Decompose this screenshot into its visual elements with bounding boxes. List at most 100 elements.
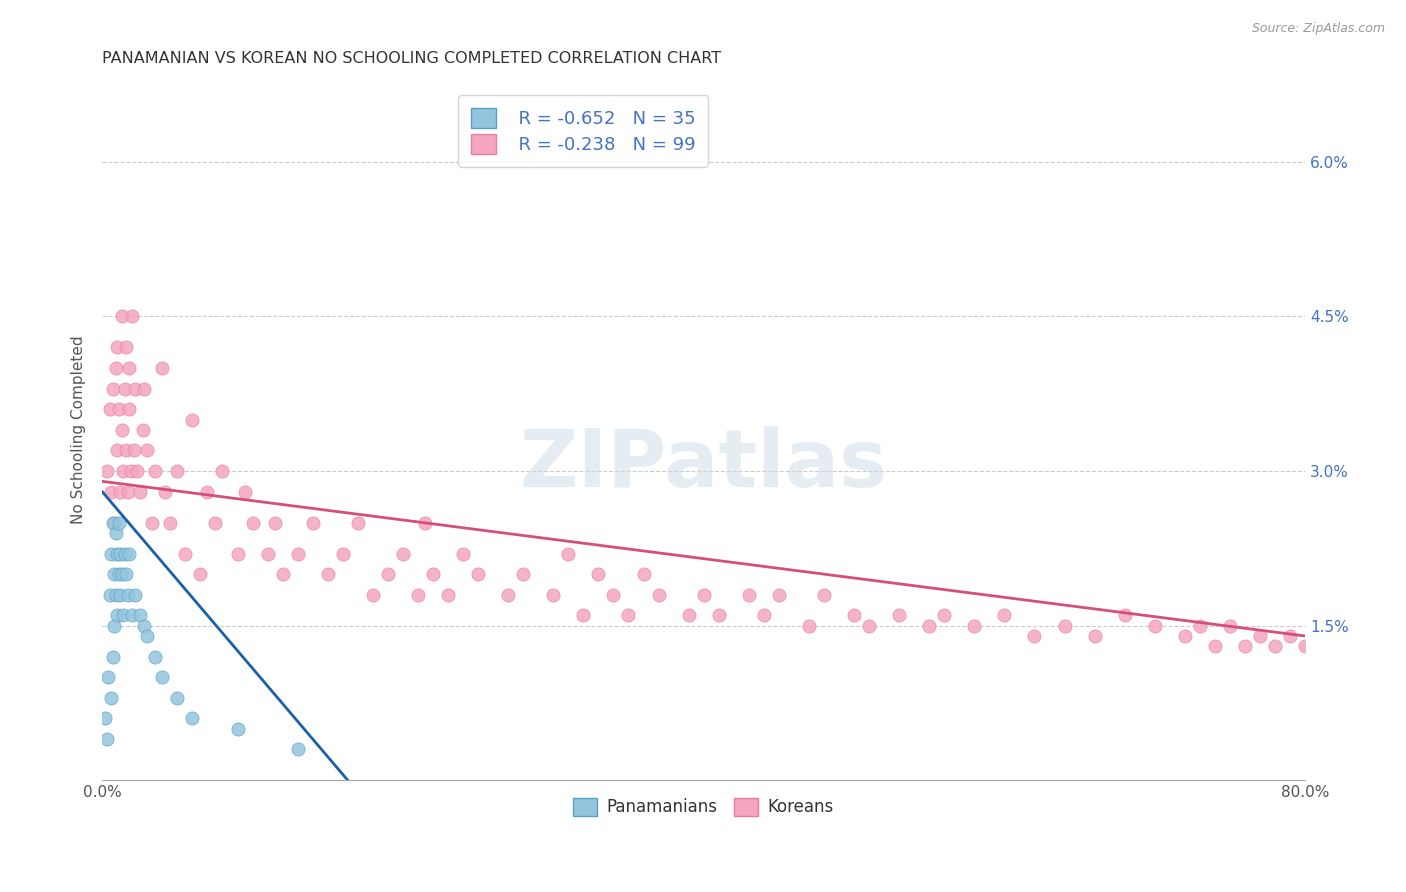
Point [107,516,129,530]
Point [112,464,135,478]
Point [918,618,941,632]
Point [963,618,986,632]
Point [197,484,219,499]
Point [166,464,188,478]
Point [120,464,142,478]
Point [105,443,128,458]
Point [752,608,775,623]
Point [166,690,188,705]
Point [1114,608,1136,623]
Point [768,588,790,602]
Point [204,516,226,530]
Point [111,423,134,437]
Point [141,516,163,530]
Point [377,567,399,582]
Point [150,361,173,376]
Point [155,484,177,499]
Point [105,547,128,561]
Point [125,464,148,478]
Text: ZIPatlas: ZIPatlas [520,425,887,504]
Point [301,516,323,530]
Point [678,608,700,623]
Point [1024,629,1046,643]
Point [392,547,415,561]
Point [111,567,134,582]
Point [226,547,249,561]
Point [415,516,437,530]
Point [1084,629,1107,643]
Point [111,310,134,324]
Legend: Panamanians, Koreans: Panamanians, Koreans [565,789,842,824]
Point [1249,629,1271,643]
Point [98,588,121,602]
Point [143,649,166,664]
Point [572,608,595,623]
Point [692,588,714,602]
Point [134,618,156,632]
Point [233,484,256,499]
Point [887,608,910,623]
Point [647,588,669,602]
Point [101,649,124,664]
Point [105,340,128,354]
Point [105,608,128,623]
Point [101,382,124,396]
Point [150,670,173,684]
Point [543,588,565,602]
Point [1219,618,1241,632]
Point [118,547,141,561]
Point [124,382,146,396]
Point [103,567,125,582]
Point [256,547,278,561]
Point [115,340,138,354]
Point [1053,618,1076,632]
Point [602,588,624,602]
Point [132,423,155,437]
Point [226,722,249,736]
Point [264,516,287,530]
Point [361,588,384,602]
Point [143,464,166,478]
Point [107,567,129,582]
Point [707,608,730,623]
Point [107,402,129,417]
Point [159,516,181,530]
Point [114,547,136,561]
Point [181,412,204,426]
Point [118,361,141,376]
Point [496,588,519,602]
Point [115,567,138,582]
Point [104,361,127,376]
Point [136,443,159,458]
Point [115,443,138,458]
Point [96,464,118,478]
Point [316,567,339,582]
Point [188,567,211,582]
Point [858,618,880,632]
Point [128,608,150,623]
Point [271,567,294,582]
Point [437,588,460,602]
Point [617,608,640,623]
Point [797,618,820,632]
Point [738,588,761,602]
Text: PANAMANIAN VS KOREAN NO SCHOOLING COMPLETED CORRELATION CHART: PANAMANIAN VS KOREAN NO SCHOOLING COMPLE… [103,51,721,66]
Point [100,547,122,561]
Point [1188,618,1211,632]
Point [103,516,125,530]
Point [100,690,122,705]
Point [118,402,141,417]
Point [134,382,156,396]
Point [1264,640,1286,654]
Point [110,588,132,602]
Point [122,443,145,458]
Point [103,618,125,632]
Point [422,567,444,582]
Point [101,516,124,530]
Point [346,516,368,530]
Point [1204,640,1226,654]
Point [121,608,143,623]
Point [117,484,139,499]
Point [112,608,135,623]
Text: Source: ZipAtlas.com: Source: ZipAtlas.com [1251,22,1385,36]
